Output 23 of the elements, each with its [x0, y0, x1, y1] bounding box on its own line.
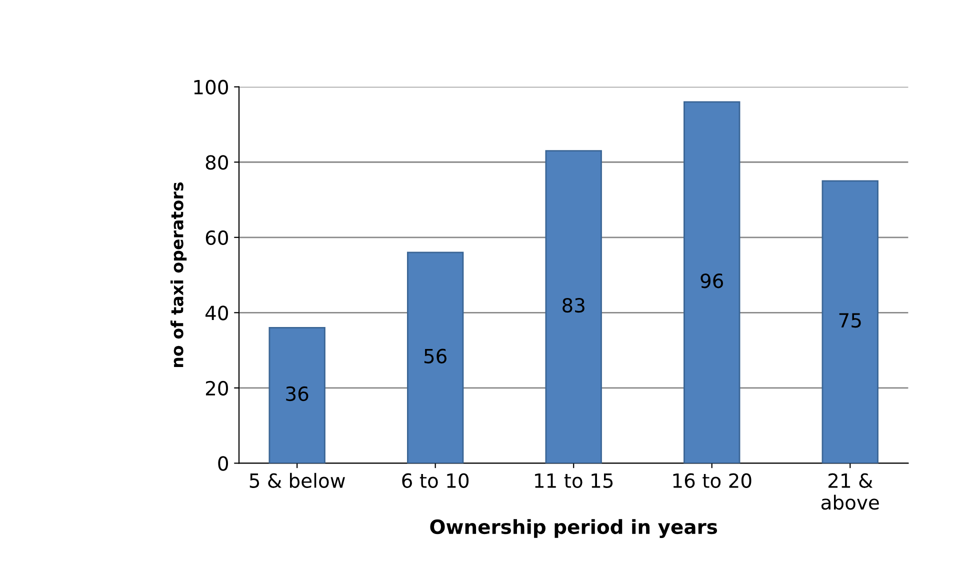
bar [268, 327, 326, 464]
x-tick-label: 21 & above [821, 473, 879, 510]
y-axis-title: no of taxi operators [170, 182, 187, 368]
bar [545, 150, 602, 464]
x-axis-title: Ownership period in years [430, 519, 718, 538]
x-tick-label: 11 to 15 [535, 474, 613, 488]
bar [406, 252, 464, 464]
x-tick-label: 16 to 20 [673, 473, 752, 488]
bar [822, 180, 878, 464]
data-label: 83 [562, 298, 584, 313]
data-label: 56 [424, 348, 446, 364]
y-tick-label: 20 [206, 380, 228, 396]
y-tick-label: 60 [206, 230, 228, 246]
y-tick-label: 80 [206, 155, 228, 170]
data-label: 96 [700, 273, 724, 288]
y-tick-label: 0 [218, 456, 228, 471]
data-label: 36 [286, 386, 308, 402]
x-tick-label: 5 & below [250, 472, 345, 488]
y-tick-label: 100 [194, 80, 228, 95]
y-tick-label: 40 [205, 306, 228, 320]
bar [684, 101, 740, 464]
x-tick-label: 6 to 10 [402, 473, 469, 488]
data-label: 75 [839, 313, 861, 328]
